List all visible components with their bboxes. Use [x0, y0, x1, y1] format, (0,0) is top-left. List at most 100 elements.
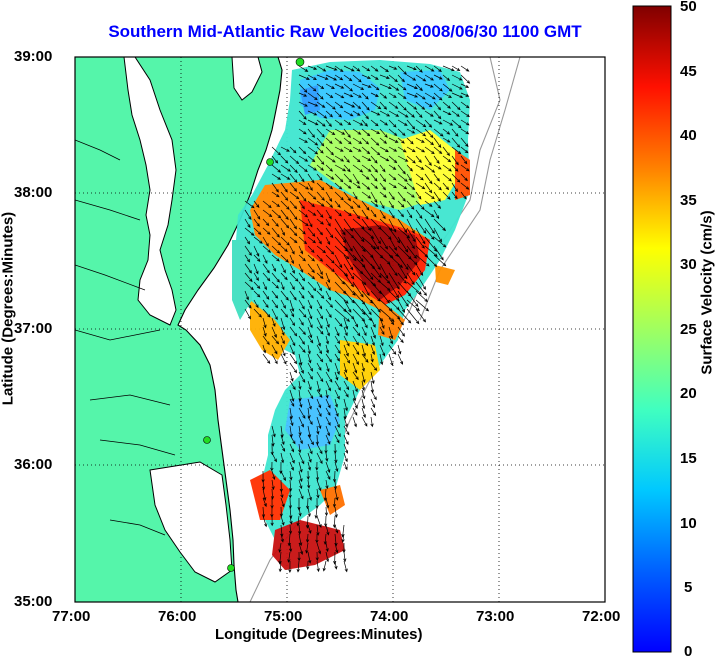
velocity-arrow — [307, 425, 312, 438]
velocity-arrow — [298, 308, 307, 318]
velocity-arrow — [271, 272, 280, 283]
velocity-arrow — [397, 308, 412, 324]
velocity-arrow — [397, 335, 404, 344]
velocity-arrow — [343, 281, 356, 296]
velocity-arrow — [262, 317, 267, 329]
velocity-arrow — [352, 110, 361, 116]
velocity-arrow — [379, 182, 387, 191]
velocity-arrow — [307, 479, 311, 489]
velocity-arrow — [361, 263, 374, 281]
velocity-arrow — [361, 146, 371, 155]
velocity-arrow — [334, 407, 339, 417]
velocity-arrow — [262, 227, 271, 235]
velocity-arrow — [298, 83, 308, 93]
velocity-arrow — [397, 218, 408, 233]
velocity-arrow — [370, 326, 376, 339]
velocity-arrow — [397, 236, 409, 253]
velocity-arrow — [433, 92, 443, 101]
velocity-arrow — [316, 317, 323, 330]
velocity-arrow — [352, 146, 362, 152]
velocity-arrow — [370, 389, 377, 401]
velocity-arrow — [388, 137, 399, 143]
velocity-arrow — [307, 317, 313, 329]
velocity-arrow — [289, 272, 299, 282]
velocity-arrow — [332, 470, 337, 483]
velocity-arrow — [316, 236, 322, 245]
velocity-arrow — [305, 542, 309, 554]
velocity-arrow — [298, 380, 302, 390]
velocity-arrow — [433, 83, 443, 92]
velocity-arrow — [316, 443, 323, 455]
velocity-arrow — [343, 353, 351, 364]
velocity-arrow — [316, 407, 322, 417]
velocity-arrow — [325, 110, 333, 118]
velocity-arrow — [415, 236, 425, 249]
velocity-arrow — [307, 416, 313, 426]
velocity-arrow — [325, 119, 332, 128]
velocity-arrow — [460, 128, 470, 135]
velocity-arrow — [415, 308, 426, 323]
velocity-arrow — [334, 245, 350, 260]
velocity-arrow — [334, 425, 341, 438]
velocity-arrow — [325, 380, 331, 392]
velocity-arrow — [406, 290, 419, 308]
velocity-arrow — [289, 227, 298, 237]
velocity-arrow — [343, 137, 352, 145]
velocity-arrow — [433, 209, 440, 220]
velocity-arrow — [397, 344, 402, 355]
velocity-arrow — [451, 101, 461, 111]
velocity-arrow — [361, 362, 365, 372]
velocity-arrow — [298, 272, 306, 282]
velocity-arrow — [271, 164, 282, 173]
colorbar-tick: 15 — [680, 450, 697, 467]
velocity-arrow — [433, 128, 444, 137]
velocity-arrow — [370, 236, 380, 250]
velocity-arrow — [288, 488, 292, 499]
velocity-arrow — [280, 272, 288, 281]
velocity-arrow — [415, 254, 430, 267]
velocity-arrow — [370, 83, 380, 91]
velocity-arrow — [271, 470, 276, 480]
velocity-arrow — [343, 191, 351, 202]
velocity-arrow — [379, 164, 386, 173]
velocity-arrow — [289, 461, 294, 471]
velocity-arrow — [451, 146, 462, 155]
velocity-arrow — [361, 191, 372, 199]
velocity-arrow — [325, 308, 332, 318]
velocity-arrow — [343, 92, 354, 98]
velocity-arrow — [361, 407, 366, 419]
velocity-arrow — [271, 299, 279, 309]
velocity-arrow — [298, 92, 308, 97]
velocity-arrow — [271, 209, 282, 219]
velocity-arrow — [298, 236, 308, 245]
velocity-arrow — [379, 344, 386, 357]
velocity-arrow — [433, 164, 442, 170]
velocity-arrow — [316, 398, 322, 409]
velocity-arrow — [315, 461, 319, 471]
velocity-arrow — [352, 416, 357, 428]
velocity-arrow — [388, 101, 399, 109]
velocity-arrow — [415, 65, 423, 73]
velocity-arrow — [298, 416, 304, 428]
velocity-arrow — [280, 236, 290, 246]
velocity-arrow — [288, 560, 292, 574]
velocity-arrow — [388, 245, 399, 258]
velocity-arrow — [325, 182, 334, 190]
velocity-arrow — [415, 191, 422, 200]
velocity-arrow — [307, 308, 313, 320]
velocity-arrow — [307, 407, 311, 419]
velocity-arrow — [406, 137, 414, 145]
velocity-arrow — [325, 128, 336, 136]
velocity-arrow — [442, 110, 452, 116]
velocity-arrow — [332, 497, 337, 508]
velocity-arrow — [298, 542, 304, 555]
velocity-arrow — [307, 452, 312, 463]
velocity-arrow — [271, 290, 279, 299]
velocity-arrow — [388, 290, 400, 302]
velocity-arrow — [280, 452, 285, 464]
velocity-arrow — [316, 281, 322, 292]
velocity-arrow — [334, 452, 338, 464]
velocity-arrow — [361, 335, 369, 347]
velocity-arrow — [280, 353, 287, 365]
velocity-arrow — [424, 92, 436, 100]
